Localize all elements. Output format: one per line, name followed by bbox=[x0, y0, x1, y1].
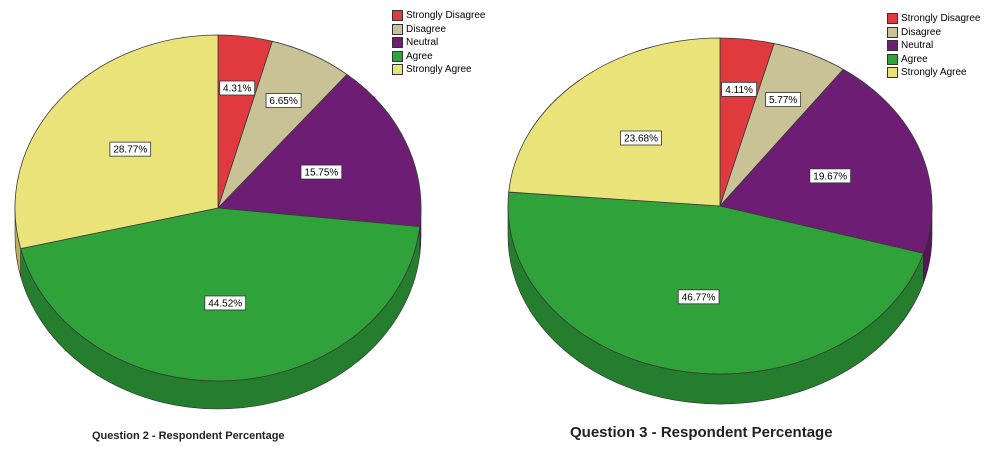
legend-swatch bbox=[887, 13, 898, 25]
pie-slice-strongly-agree bbox=[508, 37, 721, 207]
data-label-box bbox=[265, 93, 302, 108]
legend-swatch bbox=[887, 26, 898, 38]
data-label-strongly-disagree: 4.31% bbox=[219, 80, 256, 96]
data-label-text: 5.77% bbox=[769, 95, 797, 106]
legend-swatch bbox=[392, 23, 403, 35]
legend-label: Disagree bbox=[406, 23, 447, 35]
data-label-disagree: 6.65% bbox=[265, 93, 302, 108]
pie-slice-neutral bbox=[217, 73, 422, 227]
data-label-box bbox=[204, 295, 247, 311]
data-label-text: 4.31% bbox=[223, 84, 251, 95]
legend-item-neutral: Neutral bbox=[887, 39, 980, 53]
data-label-box bbox=[809, 168, 852, 184]
legend-item-strongly-agree: Strongly Agree bbox=[392, 63, 485, 77]
data-label-text: 4.11% bbox=[725, 85, 753, 96]
pie-slice-agree bbox=[507, 191, 924, 375]
legend-item-neutral: Neutral bbox=[392, 36, 485, 50]
data-label-strongly-agree: 28.77% bbox=[109, 141, 152, 157]
chart-title-question-2: Question 2 - Respondent Percentage bbox=[92, 430, 285, 442]
legend-item-agree: Agree bbox=[392, 50, 485, 64]
pie-plot-question-2: 4.31% 6.65% 15.75% 44.52% 28.77% bbox=[14, 34, 422, 410]
data-label-box bbox=[677, 289, 720, 305]
data-label-text: 19.67% bbox=[813, 171, 847, 182]
pie-plot-question-3: 4.11% 5.77% 19.67% 46.77% 23.68% bbox=[507, 37, 933, 405]
legend-swatch bbox=[392, 50, 403, 62]
data-label-agree: 44.52% bbox=[204, 295, 247, 311]
data-label-text: 28.77% bbox=[113, 145, 147, 156]
legend-label: Strongly Agree bbox=[901, 67, 967, 79]
legend-swatch bbox=[392, 64, 403, 76]
data-label-box bbox=[300, 164, 343, 180]
data-label-text: 46.77% bbox=[682, 292, 716, 303]
data-label-box bbox=[721, 81, 758, 97]
legend-swatch bbox=[887, 67, 898, 79]
data-label-neutral: 15.75% bbox=[300, 164, 343, 180]
legend-swatch bbox=[887, 53, 898, 65]
data-label-neutral: 19.67% bbox=[809, 168, 852, 184]
chart-title-question-3: Question 3 - Respondent Percentage bbox=[570, 424, 833, 441]
pie-chart-question-3: 4.11% 5.77% 19.67% 46.77% 23.68% Strongly Di… bbox=[500, 0, 1003, 449]
legend-item-disagree: Disagree bbox=[887, 26, 980, 40]
legend-swatch bbox=[392, 10, 403, 22]
legend-item-strongly-disagree: Strongly Disagree bbox=[887, 12, 980, 26]
data-label-strongly-disagree: 4.11% bbox=[721, 81, 758, 97]
legend-label: Agree bbox=[901, 53, 928, 65]
data-label-text: 23.68% bbox=[624, 134, 658, 145]
pie-slice-neutral bbox=[719, 68, 933, 254]
legend-label: Neutral bbox=[901, 40, 934, 52]
legend-item-strongly-agree: Strongly Agree bbox=[887, 66, 980, 80]
legend-swatch bbox=[392, 37, 403, 49]
data-label-box bbox=[620, 130, 662, 146]
legend-label: Strongly Disagree bbox=[901, 13, 981, 25]
data-label-strongly-agree: 23.68% bbox=[620, 130, 662, 146]
pie-slice-agree bbox=[20, 207, 421, 382]
pie-chart-question-2: 4.31% 6.65% 15.75% 44.52% 28.77% Strongly Di… bbox=[0, 0, 500, 449]
legend-label: Agree bbox=[406, 50, 433, 62]
data-label-box bbox=[219, 80, 256, 96]
data-label-agree: 46.77% bbox=[677, 289, 720, 305]
legend-label: Strongly Disagree bbox=[406, 10, 486, 22]
data-label-box bbox=[765, 92, 802, 107]
legend-label: Neutral bbox=[406, 37, 439, 49]
legend-question-3: Strongly Disagree Disagree Neutral Agree… bbox=[887, 12, 980, 80]
legend-label: Disagree bbox=[901, 26, 942, 38]
legend-item-agree: Agree bbox=[887, 53, 980, 67]
data-label-text: 44.52% bbox=[208, 298, 242, 309]
legend-item-strongly-disagree: Strongly Disagree bbox=[392, 9, 485, 23]
legend-swatch bbox=[887, 40, 898, 52]
data-label-box bbox=[109, 141, 152, 157]
data-label-text: 15.75% bbox=[304, 168, 338, 179]
legend-label: Strongly Agree bbox=[406, 64, 472, 76]
data-label-text: 6.65% bbox=[269, 96, 297, 107]
legend-question-2: Strongly Disagree Disagree Neutral Agree… bbox=[392, 9, 485, 77]
legend-item-disagree: Disagree bbox=[392, 23, 485, 37]
data-label-disagree: 5.77% bbox=[765, 92, 802, 107]
